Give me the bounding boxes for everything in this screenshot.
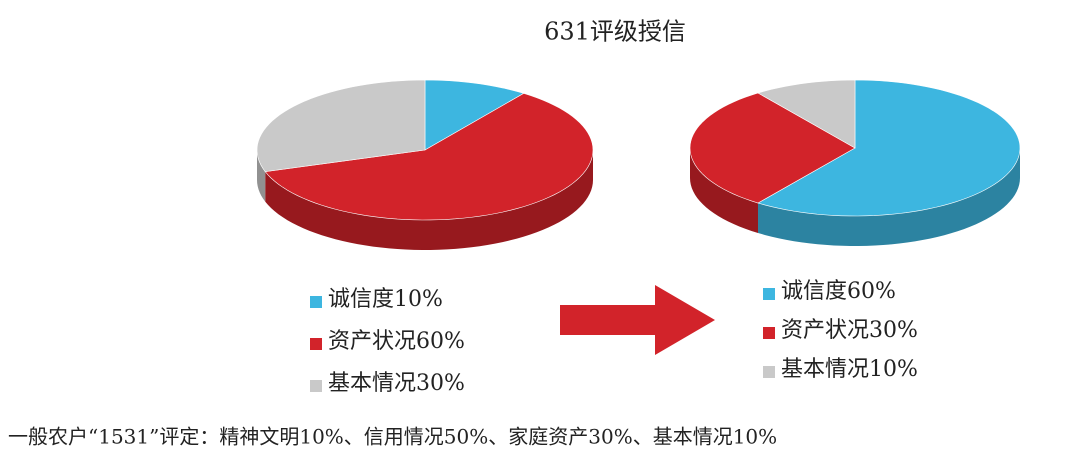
legend-label: 资产状况 — [781, 318, 869, 343]
legend-entry: 诚信度60% — [781, 279, 896, 304]
legend-entry: 基本情况30% — [328, 371, 465, 396]
legend-swatch — [763, 366, 775, 378]
legend-label: 诚信度 — [781, 279, 847, 304]
slice-side — [257, 150, 266, 202]
legend-entry: 基本情况10% — [781, 357, 918, 382]
legend-entry: 资产状况30% — [781, 318, 918, 343]
legend-value: 60% — [847, 279, 896, 304]
slice-side — [758, 148, 1020, 246]
slice-side — [265, 150, 593, 250]
legend-swatch — [763, 288, 775, 300]
pie-slice — [757, 79, 1021, 217]
legend-swatch — [310, 296, 322, 308]
legend-entry: 资产状况60% — [328, 329, 465, 354]
legend-label: 诚信度 — [328, 287, 394, 312]
pie-slice — [689, 92, 856, 204]
caption: 一般农户“1531”评定：精神文明10%、信用情况50%、家庭资产30%、基本情… — [8, 425, 777, 449]
legend-swatch — [763, 327, 775, 339]
pie-slice — [757, 79, 856, 149]
pie-slice — [424, 79, 525, 151]
arrow — [560, 285, 715, 355]
legend-label: 基本情况 — [328, 371, 416, 396]
legend-swatch — [310, 338, 322, 350]
legend-value: 30% — [869, 318, 918, 343]
pie-slice — [264, 93, 594, 221]
legend-value: 30% — [416, 371, 465, 396]
legend-value: 10% — [394, 287, 443, 312]
legend-label: 资产状况 — [328, 329, 416, 354]
legend-swatch — [310, 380, 322, 392]
legend-label: 基本情况 — [781, 357, 869, 382]
legend-value: 60% — [416, 329, 465, 354]
legend-value: 10% — [869, 357, 918, 382]
slice-side — [690, 148, 759, 234]
title: 631评级授信 — [544, 18, 686, 46]
pie-slice — [256, 79, 426, 172]
legend-entry: 诚信度10% — [328, 287, 443, 312]
